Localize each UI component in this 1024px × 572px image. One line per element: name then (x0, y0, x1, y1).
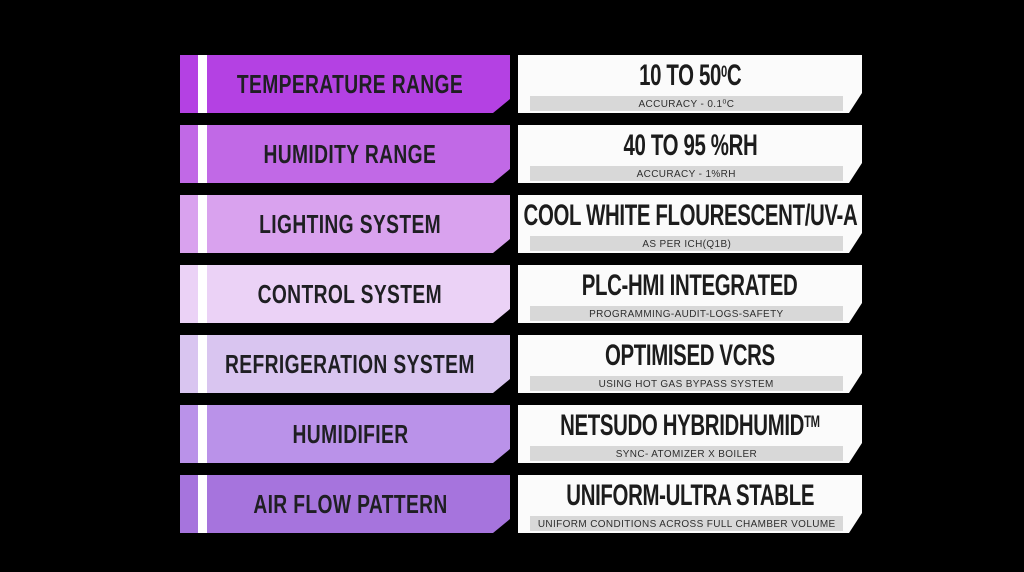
spec-subnote: SYNC- ATOMIZER X BOILER (615, 447, 758, 460)
table-row: HUMIDIFIER NETSUDO HYBRIDHUMIDTM SYNC- A… (180, 405, 862, 463)
spec-subnote-strip: AS PER ICH(Q1B) (530, 236, 843, 251)
banner-stripe (198, 265, 207, 323)
parameter-label: HUMIDIFIER (292, 418, 409, 449)
spec-value: 10 TO 500C (518, 55, 862, 96)
value-text: COOL WHITE FLOURESCENT/UV-A (523, 198, 857, 232)
spec-subnote: PROGRAMMING-AUDIT-LOGS-SAFETY (589, 307, 784, 320)
parameter-label: HUMIDITY RANGE (263, 138, 437, 169)
parameter-label: CONTROL SYSTEM (257, 278, 443, 309)
table-row: REFRIGERATION SYSTEM OPTIMISED VCRS USIN… (180, 335, 862, 393)
banner-stripe (198, 475, 207, 533)
spec-subnote-strip: USING HOT GAS BYPASS SYSTEM (530, 376, 843, 391)
spec-subnote: AS PER ICH(Q1B) (642, 237, 731, 250)
spec-subnote-strip: ACCURACY - 1%RH (530, 166, 843, 181)
spec-table: TEMPERATURE RANGE 10 TO 500C ACCURACY - … (180, 55, 862, 533)
parameter-banner: CONTROL SYSTEM (180, 265, 510, 323)
spec-value: 40 TO 95 %RH (518, 125, 862, 166)
value-superscript: 0 (720, 62, 727, 81)
value-superscript: TM (804, 412, 820, 431)
spec-subnote: UNIFORM CONDITIONS ACROSS FULL CHAMBER V… (537, 517, 836, 530)
parameter-banner: TEMPERATURE RANGE (180, 55, 510, 113)
spec-value-box: COOL WHITE FLOURESCENT/UV-A AS PER ICH(Q… (518, 195, 862, 253)
parameter-banner: HUMIDITY RANGE (180, 125, 510, 183)
parameter-label: AIR FLOW PATTERN (252, 488, 448, 519)
value-text: PLC-HMI INTEGRATED (582, 268, 798, 302)
parameter-banner: LIGHTING SYSTEM (180, 195, 510, 253)
spec-value-box: PLC-HMI INTEGRATED PROGRAMMING-AUDIT-LOG… (518, 265, 862, 323)
value-text: NETSUDO HYBRIDHUMID (560, 408, 805, 442)
parameter-label: REFRIGERATION SYSTEM (225, 348, 476, 379)
parameter-label: LIGHTING SYSTEM (259, 208, 442, 239)
value-text: OPTIMISED VCRS (605, 338, 775, 372)
parameter-banner: REFRIGERATION SYSTEM (180, 335, 510, 393)
banner-stripe (198, 405, 207, 463)
table-row: TEMPERATURE RANGE 10 TO 500C ACCURACY - … (180, 55, 862, 113)
banner-stripe (198, 335, 207, 393)
spec-value: OPTIMISED VCRS (518, 335, 862, 376)
value-text: 10 TO 50 (638, 58, 721, 92)
spec-value: COOL WHITE FLOURESCENT/UV-A (518, 195, 862, 236)
parameter-banner: AIR FLOW PATTERN (180, 475, 510, 533)
table-row: AIR FLOW PATTERN UNIFORM-ULTRA STABLE UN… (180, 475, 862, 533)
table-row: LIGHTING SYSTEM COOL WHITE FLOURESCENT/U… (180, 195, 862, 253)
parameter-banner: HUMIDIFIER (180, 405, 510, 463)
spec-subnote: ACCURACY - 1%RH (636, 167, 737, 180)
banner-stripe (198, 125, 207, 183)
spec-subnote: USING HOT GAS BYPASS SYSTEM (598, 377, 775, 390)
value-text-tail: C (726, 58, 742, 92)
value-text: UNIFORM-ULTRA STABLE (566, 478, 814, 512)
spec-subnote-strip: SYNC- ATOMIZER X BOILER (530, 446, 843, 461)
spec-subnote: ACCURACY - 0.1⁰C (638, 97, 735, 110)
spec-value-box: 10 TO 500C ACCURACY - 0.1⁰C (518, 55, 862, 113)
banner-stripe (198, 195, 207, 253)
spec-value-box: 40 TO 95 %RH ACCURACY - 1%RH (518, 125, 862, 183)
spec-value-box: OPTIMISED VCRS USING HOT GAS BYPASS SYST… (518, 335, 862, 393)
spec-value: UNIFORM-ULTRA STABLE (518, 475, 862, 516)
parameter-label: TEMPERATURE RANGE (237, 68, 464, 99)
spec-subnote-strip: UNIFORM CONDITIONS ACROSS FULL CHAMBER V… (530, 516, 843, 531)
spec-value: PLC-HMI INTEGRATED (518, 265, 862, 306)
spec-subnote-strip: PROGRAMMING-AUDIT-LOGS-SAFETY (530, 306, 843, 321)
spec-value-box: UNIFORM-ULTRA STABLE UNIFORM CONDITIONS … (518, 475, 862, 533)
spec-subnote-strip: ACCURACY - 0.1⁰C (530, 96, 843, 111)
table-row: HUMIDITY RANGE 40 TO 95 %RH ACCURACY - 1… (180, 125, 862, 183)
spec-value: NETSUDO HYBRIDHUMIDTM (518, 405, 862, 446)
table-row: CONTROL SYSTEM PLC-HMI INTEGRATED PROGRA… (180, 265, 862, 323)
banner-stripe (198, 55, 207, 113)
value-text: 40 TO 95 %RH (623, 128, 757, 162)
spec-value-box: NETSUDO HYBRIDHUMIDTM SYNC- ATOMIZER X B… (518, 405, 862, 463)
